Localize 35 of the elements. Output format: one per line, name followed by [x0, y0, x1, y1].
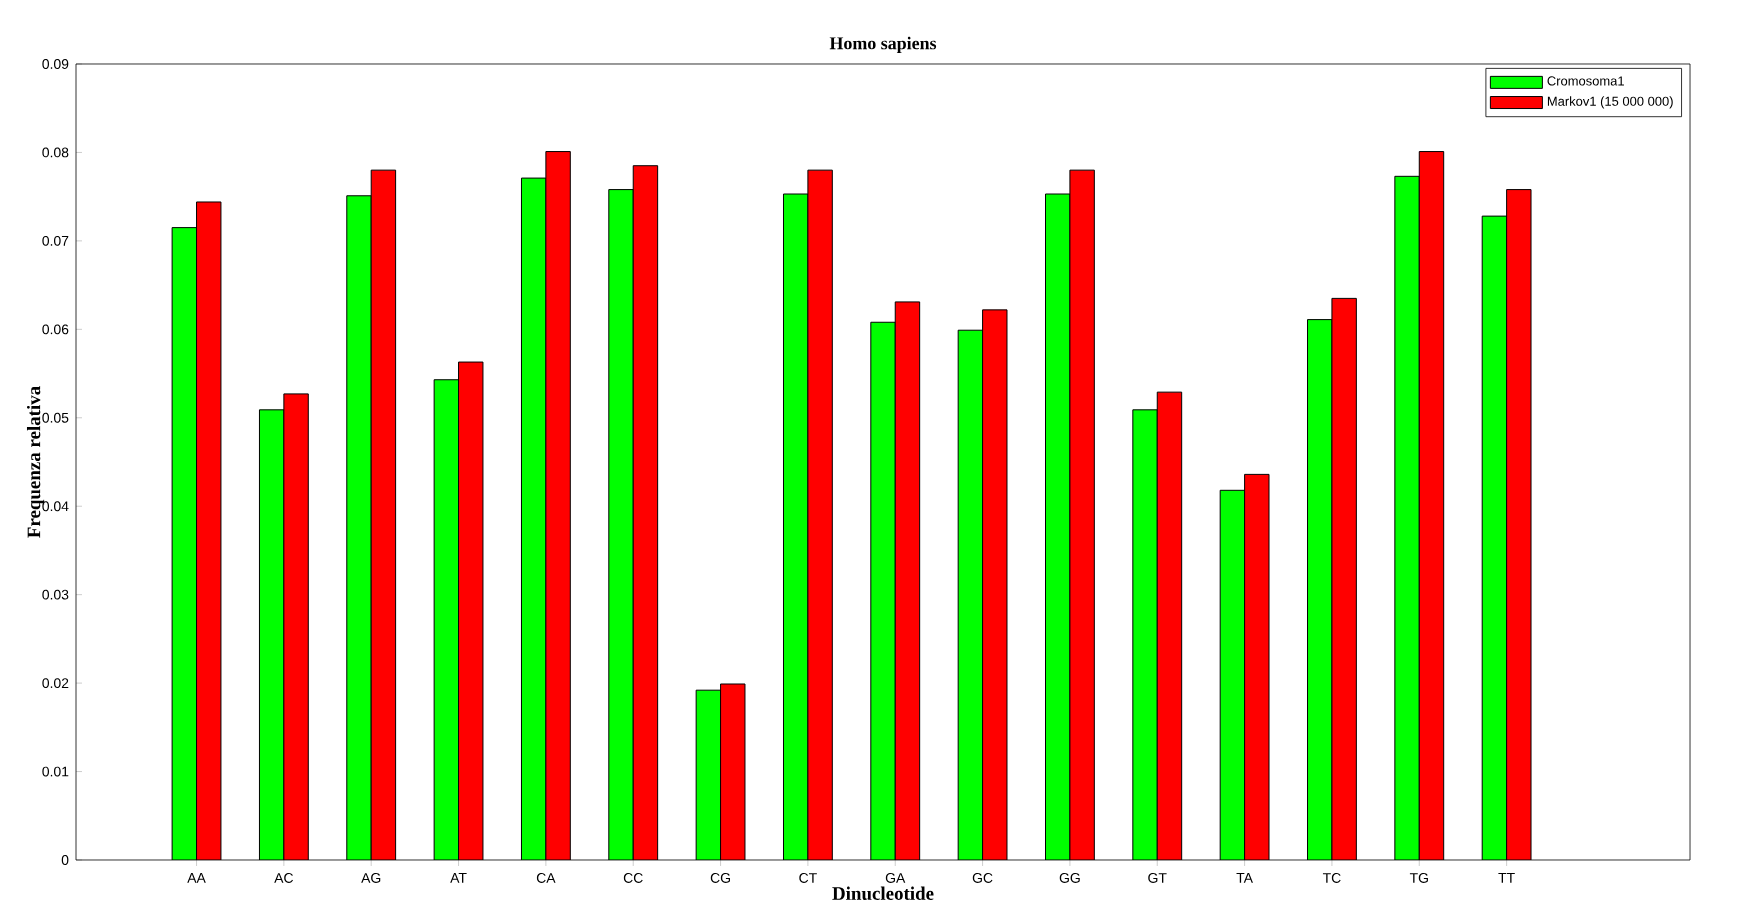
- y-axis-title: Frequenza relativa: [26, 386, 45, 538]
- bar: [283, 393, 309, 860]
- bar: [346, 195, 372, 860]
- bar: [695, 689, 722, 860]
- bar: [370, 169, 397, 860]
- bar: [1069, 169, 1095, 860]
- bar: [1307, 319, 1333, 860]
- bar: [1331, 297, 1357, 860]
- bar: [633, 165, 658, 860]
- bar: [608, 189, 634, 860]
- bar: [545, 151, 571, 860]
- bar: [196, 201, 222, 860]
- bar: [720, 683, 746, 860]
- bar: [894, 301, 921, 860]
- bar: [433, 379, 460, 860]
- bar: [1244, 473, 1270, 860]
- bar: [982, 309, 1008, 860]
- bar: [458, 361, 484, 860]
- bar: [1045, 193, 1071, 860]
- bar: [782, 193, 809, 860]
- bar: [1481, 215, 1508, 860]
- bar: [1132, 409, 1158, 860]
- bar: [1506, 189, 1532, 860]
- bar: [171, 227, 198, 860]
- bar: [807, 169, 833, 860]
- bar: [258, 409, 285, 860]
- x-axis-title: Dinucleotide: [832, 886, 934, 900]
- bar: [957, 329, 984, 860]
- bar: [1219, 489, 1246, 860]
- bar: [1156, 391, 1183, 860]
- bar: [1394, 175, 1420, 860]
- chart-title: Homo sapiens: [829, 36, 937, 53]
- bar: [870, 321, 896, 860]
- bar: [520, 177, 547, 860]
- bar: [1418, 151, 1445, 860]
